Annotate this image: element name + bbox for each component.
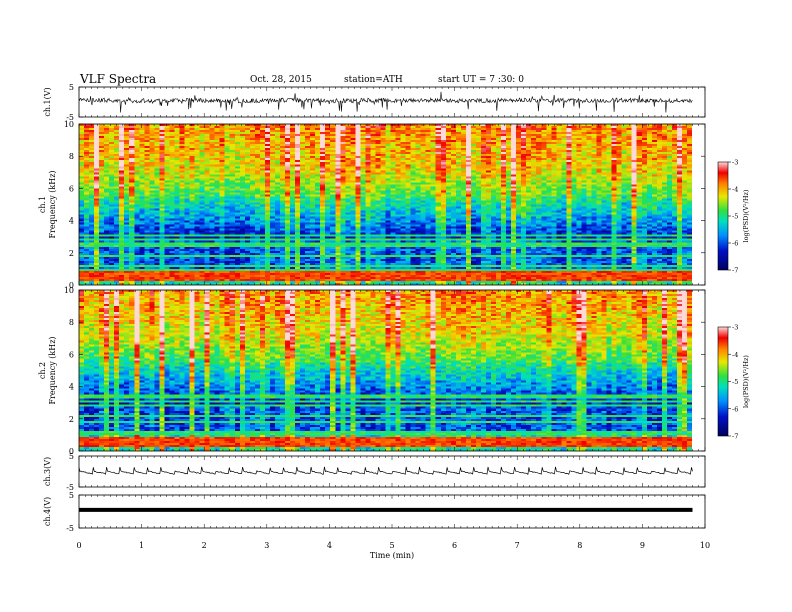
ch2-spectrogram-ytick-label: 2 [69, 415, 74, 424]
start-time-label: start UT = 7 :30: 0 [438, 75, 524, 85]
ch2-spectrogram-colorbar-label: log(PSD)(V²/Hz) [742, 355, 750, 408]
ch2-spectrogram-ytick-label: 0 [69, 447, 74, 456]
ch1-waveform-ytick-label: 5 [69, 83, 74, 92]
ch1-spectrogram-colorbar [717, 161, 729, 271]
xtick-label: 0 [76, 541, 81, 550]
ch1-spectrogram-ytick-label: 6 [69, 184, 74, 193]
ch3-waveform-line [78, 466, 693, 476]
ch1-spectrogram-ytick-label: 4 [69, 217, 74, 226]
ch2-spectrogram-ylabel: ch.2 [38, 362, 47, 379]
xtick-label: 2 [202, 541, 207, 550]
station-label: station=ATH [344, 75, 403, 85]
ch3-waveform-ylabel: ch.3(V) [43, 457, 52, 486]
ch1-spectrogram-ylabel: Frequency (kHz) [48, 170, 57, 238]
xtick-label: 5 [389, 541, 394, 550]
ch1-spectrogram-colorbar-label: log(PSD)(V²/Hz) [742, 189, 750, 242]
ch1-spectrogram-ytick-label: 10 [64, 120, 74, 129]
xtick-label: 10 [700, 541, 710, 550]
ch2-spectrogram-ytick-label: 8 [69, 318, 74, 327]
xtick-label: 7 [515, 541, 520, 550]
ch1-spectrogram-colorbar-tick-label: -6 [732, 240, 738, 248]
ch1-spectrogram-colorbar-tick-label: -3 [732, 159, 738, 167]
ch1-spectrogram-colorbar-tick-label: -5 [732, 213, 738, 221]
plot-title: VLF Spectra [80, 72, 157, 86]
ch1-spectrogram-ytick-label: 0 [69, 281, 74, 290]
xtick-label: 9 [640, 541, 645, 550]
ch4-waveform-ytick-label: 5 [69, 491, 74, 500]
ch2-spectrogram-image [79, 290, 692, 451]
ch4-waveform-ytick-label: -5 [66, 524, 74, 533]
ch1-spectrogram-ytick-label: 8 [69, 152, 74, 161]
ch2-spectrogram-colorbar-tick-label: -6 [732, 405, 738, 413]
ch1-waveform-ylabel: ch.1(V) [43, 87, 52, 116]
ch2-spectrogram-colorbar-tick-label: -4 [732, 351, 738, 359]
ch2-spectrogram-ylabel: Frequency (kHz) [48, 336, 57, 404]
xtick-label: 1 [139, 541, 144, 550]
ch3-waveform-ytick-label: -5 [66, 483, 74, 492]
date-label: Oct. 28, 2015 [250, 75, 312, 85]
ch2-spectrogram-colorbar [717, 326, 729, 437]
ch1-waveform-ytick-label: -5 [66, 113, 74, 122]
ch1-waveform-line [78, 91, 693, 113]
x-axis-label: Time (min) [370, 551, 414, 560]
xtick-label: 6 [452, 541, 457, 550]
ch2-spectrogram-ytick-label: 10 [64, 286, 74, 295]
ch3-waveform-ytick-label: 5 [69, 452, 74, 461]
xtick-label: 3 [264, 541, 269, 550]
ch1-spectrogram-ylabel: ch.1 [38, 196, 47, 213]
ch1-spectrogram-colorbar-tick-label: -4 [732, 186, 738, 194]
ch1-spectrogram-ytick-label: 2 [69, 249, 74, 258]
ch4-waveform-ylabel: ch.4(V) [43, 497, 52, 526]
ch2-spectrogram-colorbar-tick-label: -3 [732, 324, 738, 332]
ch1-spectrogram-image [79, 124, 692, 285]
ch2-spectrogram-ytick-label: 6 [69, 350, 74, 359]
ch2-spectrogram-colorbar-tick-label: -7 [732, 433, 738, 441]
ch2-spectrogram-colorbar-tick-label: -5 [732, 378, 738, 386]
ch1-spectrogram-colorbar-tick-label: -7 [732, 267, 738, 275]
xtick-label: 4 [327, 541, 332, 550]
ch2-spectrogram-ytick-label: 4 [69, 383, 74, 392]
xtick-label: 8 [577, 541, 582, 550]
